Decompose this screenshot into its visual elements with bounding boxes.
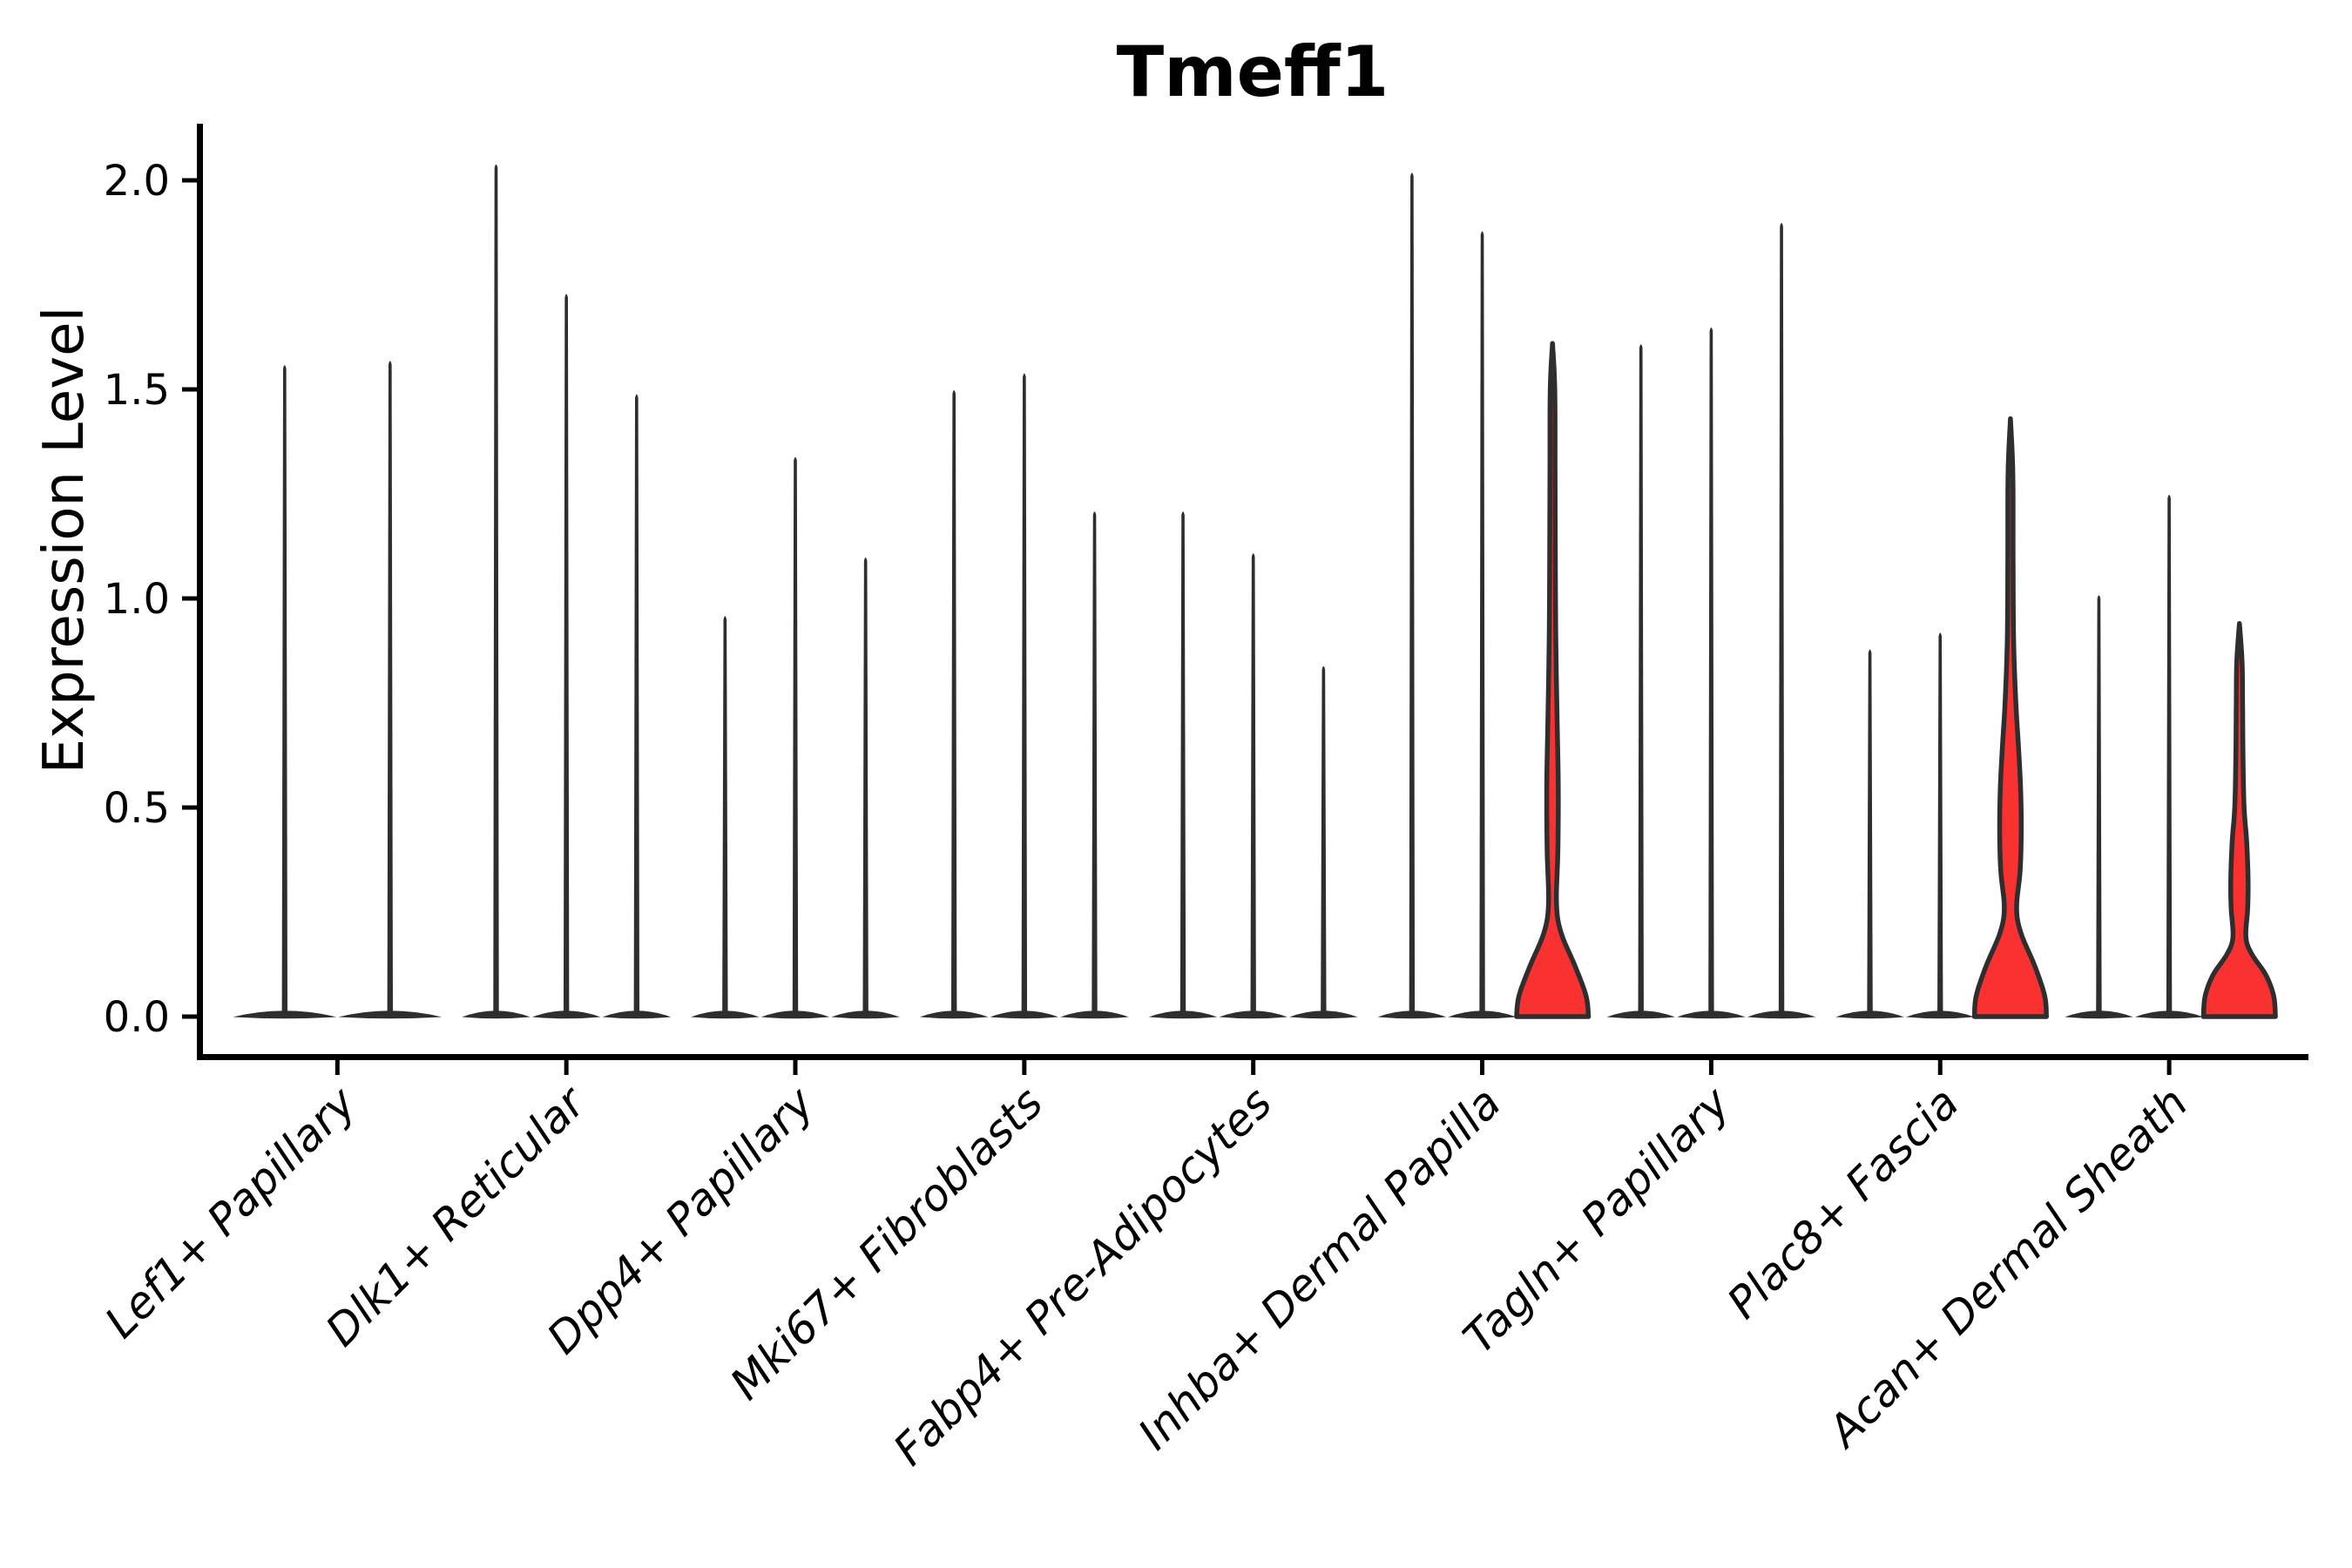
violin-base — [1835, 1010, 1904, 1019]
violin-base — [1448, 1010, 1517, 1019]
violin-highlighted — [2200, 621, 2278, 1019]
violin-spike — [1021, 373, 1028, 1013]
violin-base — [1219, 1010, 1288, 1019]
x-tick-label: Inhba+ Dermal Papilla — [1129, 1078, 1511, 1459]
violin-base — [1677, 1010, 1746, 1019]
violin-spike — [1867, 649, 1873, 1013]
violin-base — [1905, 1010, 1975, 1019]
violin-spike — [1708, 328, 1714, 1013]
violin-base — [1747, 1010, 1816, 1019]
violin-spike — [1409, 172, 1416, 1013]
violin-spike — [792, 456, 799, 1013]
violin-spike — [1638, 344, 1644, 1013]
violin-base — [831, 1010, 900, 1019]
violin-base — [531, 1010, 601, 1019]
violin-base — [2065, 1010, 2133, 1019]
y-tick-label: 1.5 — [104, 366, 170, 415]
x-tick-label: Plac8+ Fascia — [1718, 1078, 1969, 1328]
violin-highlighted — [1971, 416, 2049, 1019]
violin-spike — [1092, 511, 1098, 1013]
violin-base — [1060, 1010, 1129, 1019]
violin-spike — [1321, 666, 1327, 1013]
violin-spike — [862, 558, 868, 1013]
violin-spike — [563, 294, 570, 1014]
violin-base — [602, 1010, 672, 1019]
violin-base — [1148, 1010, 1218, 1019]
y-tick-label: 0.0 — [104, 993, 170, 1042]
violin-base — [919, 1010, 989, 1019]
violin-highlighted — [1514, 341, 1592, 1019]
violin-spike — [1937, 632, 1943, 1013]
x-tick-label: Acan+ Dermal Sheath — [1817, 1078, 2198, 1458]
y-tick-label: 0.5 — [104, 784, 170, 833]
y-tick-label: 2.0 — [104, 157, 170, 206]
y-axis-label: Expression Level — [32, 307, 97, 774]
violin-spike — [1250, 553, 1256, 1013]
violin-base — [990, 1010, 1059, 1019]
violin-base — [1289, 1010, 1358, 1019]
x-tick-label: Fabp4+ Pre-Adipocytes — [884, 1078, 1282, 1476]
violin-spike — [2096, 595, 2102, 1013]
violin-spike — [1479, 231, 1485, 1014]
violin-spike — [281, 365, 287, 1013]
violin-base — [691, 1010, 760, 1019]
violin-base — [233, 1010, 337, 1019]
violin-base — [1377, 1010, 1447, 1019]
violin-spike — [633, 394, 640, 1013]
violin-spike — [950, 390, 957, 1013]
violin-spike — [722, 616, 728, 1013]
violin-spike — [2166, 495, 2173, 1013]
violin-base — [338, 1010, 443, 1019]
violin-base — [1606, 1010, 1676, 1019]
x-tick-label: Lef1+ Papillary — [95, 1077, 366, 1348]
violin-spike — [1179, 511, 1186, 1013]
violin-spike — [1778, 223, 1785, 1013]
violin-spike — [387, 361, 393, 1013]
y-tick-label: 1.0 — [104, 575, 170, 624]
violin-base — [2134, 1010, 2204, 1019]
violin-base — [462, 1010, 531, 1019]
chart-title: Tmeff1 — [1117, 31, 1389, 112]
violin-base — [760, 1010, 830, 1019]
violin-spike — [493, 164, 499, 1014]
